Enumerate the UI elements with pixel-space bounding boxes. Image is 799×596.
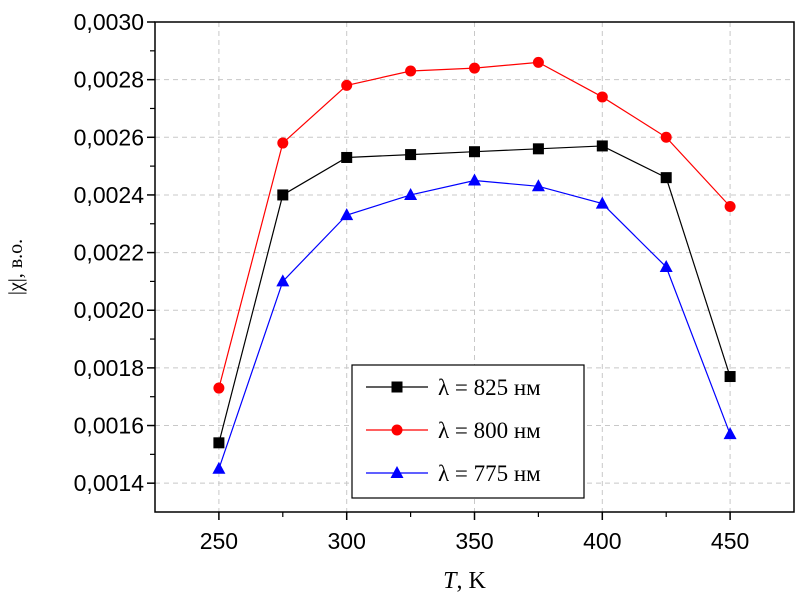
y-tick-label: 0,0024	[74, 182, 145, 208]
legend-entry: λ = 775 нм	[366, 461, 541, 486]
legend-label: λ = 825 нм	[438, 375, 541, 400]
data-point	[723, 427, 737, 440]
x-tick-label: 350	[455, 528, 493, 554]
series-circle	[213, 56, 736, 394]
data-point	[277, 189, 289, 201]
y-axis-title: |χ|, в.о.	[5, 239, 27, 295]
legend-entry: λ = 800 нм	[366, 418, 541, 443]
x-axis-title-unit: , K	[457, 568, 487, 594]
legend-marker	[391, 381, 403, 393]
data-point	[468, 173, 481, 186]
data-point	[660, 131, 672, 143]
x-tick-label: 250	[200, 528, 238, 554]
data-point	[595, 196, 609, 209]
y-tick-label: 0,0022	[74, 240, 144, 266]
data-point	[341, 151, 353, 163]
legend-label: λ = 775 нм	[438, 461, 541, 486]
axes: 250 300 350 400 450 0,0014 0,0016 0,0018 0,0020 0…	[74, 9, 795, 554]
legend-entry: λ = 825 нм	[366, 375, 541, 400]
data-point	[596, 140, 608, 152]
data-point	[596, 91, 608, 103]
data-point	[340, 208, 354, 221]
y-tick-label: 0,0030	[74, 9, 144, 35]
data-point	[724, 200, 736, 212]
data-point	[212, 461, 226, 474]
legend-marker	[391, 424, 403, 436]
data-point	[341, 79, 353, 91]
data-point	[469, 146, 480, 158]
y-tick-label: 0,0014	[74, 470, 145, 496]
data-point	[532, 143, 544, 155]
legend-marker	[390, 466, 404, 478]
data-point	[724, 371, 736, 383]
series-square	[213, 140, 736, 449]
data-point	[405, 65, 417, 77]
x-axis-title: T, K	[443, 568, 486, 594]
data-point	[276, 274, 290, 287]
series-layer	[212, 56, 737, 474]
legend: λ = 825 нм λ = 800 нм λ = 775 нм	[351, 364, 585, 499]
x-tick-label: 450	[711, 528, 749, 554]
y-tick-label: 0,0026	[74, 124, 144, 150]
data-point	[531, 179, 545, 192]
y-tick-label: 0,0018	[74, 355, 144, 381]
data-point	[405, 149, 417, 161]
y-tick-label: 0,0020	[74, 297, 144, 323]
data-point	[659, 260, 673, 272]
data-point	[532, 56, 544, 68]
data-point	[404, 187, 418, 200]
y-tick-label: 0,0016	[74, 413, 144, 439]
data-point	[213, 437, 225, 449]
data-point	[277, 137, 289, 149]
data-point	[469, 62, 480, 74]
x-axis-title-italic: T	[443, 568, 458, 594]
x-tick-label: 300	[328, 528, 366, 554]
x-tick-label: 400	[583, 528, 621, 554]
series-triangle	[212, 173, 737, 474]
data-point	[213, 382, 225, 394]
data-point	[660, 172, 672, 184]
legend-label: λ = 800 нм	[438, 418, 541, 443]
y-tick-label: 0,0028	[74, 67, 144, 93]
